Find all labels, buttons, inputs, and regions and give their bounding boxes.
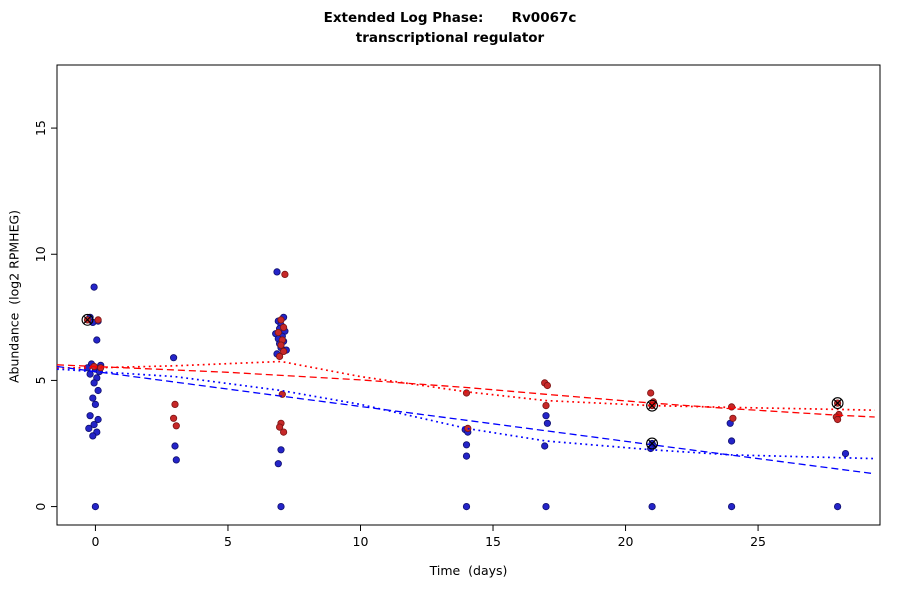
x-tick-label: 10 bbox=[353, 534, 369, 549]
blue-point bbox=[90, 283, 98, 291]
blue-point bbox=[91, 400, 100, 408]
blue-point bbox=[90, 420, 98, 429]
red-point bbox=[275, 352, 284, 360]
red-point bbox=[543, 381, 552, 390]
blue-point bbox=[841, 449, 850, 458]
red-point bbox=[172, 422, 180, 430]
red-point bbox=[279, 347, 288, 355]
blue-point bbox=[542, 412, 550, 420]
red-point bbox=[170, 414, 178, 422]
blue-point bbox=[462, 452, 471, 460]
blue-point bbox=[833, 502, 842, 511]
blue-point bbox=[727, 502, 736, 511]
x-tick-label: 25 bbox=[750, 534, 766, 549]
plot-border bbox=[56, 64, 881, 526]
blue-point bbox=[86, 412, 94, 420]
red-point bbox=[542, 401, 550, 410]
blue-point bbox=[543, 419, 552, 427]
blue-point bbox=[277, 502, 285, 511]
red-point bbox=[462, 389, 471, 397]
blue-point bbox=[170, 354, 178, 362]
red-point bbox=[94, 316, 102, 324]
blue-point bbox=[85, 424, 93, 432]
red-point bbox=[729, 414, 737, 422]
flagged-point-marker-x bbox=[647, 439, 657, 448]
blue-point bbox=[542, 502, 550, 511]
red-point bbox=[277, 316, 285, 324]
flagged-point-marker bbox=[646, 399, 659, 412]
flagged-point-marker-x bbox=[647, 401, 657, 410]
blue-point bbox=[462, 441, 471, 449]
red-point bbox=[833, 415, 842, 424]
blue-point bbox=[274, 460, 282, 468]
plot-title-line1: Extended Log Phase: Rv0067c bbox=[323, 10, 577, 26]
blue-point bbox=[90, 379, 98, 387]
x-tick-label: 5 bbox=[224, 534, 232, 549]
red-point bbox=[279, 428, 288, 436]
flagged-point-marker-x bbox=[83, 315, 92, 325]
red-point bbox=[281, 270, 289, 278]
flagged-point-marker-x bbox=[833, 398, 842, 408]
blue-point bbox=[727, 437, 736, 445]
y-tick-label: 0 bbox=[33, 503, 48, 511]
blue-point bbox=[171, 442, 179, 450]
blue-point bbox=[541, 442, 549, 450]
blue-point bbox=[93, 336, 101, 344]
x-tick-label: 0 bbox=[91, 534, 99, 549]
blue-point bbox=[89, 432, 97, 440]
red-point bbox=[647, 389, 655, 397]
red-point bbox=[274, 328, 282, 337]
red-point bbox=[275, 423, 284, 431]
y-axis-label: Abundance (log2 RPMHEG) bbox=[6, 209, 22, 384]
x-tick-label: 20 bbox=[618, 534, 634, 549]
y-tick-label: 10 bbox=[33, 246, 48, 262]
red-dashed-trend bbox=[56, 364, 875, 418]
x-axis-label: Time (days) bbox=[429, 563, 508, 578]
red-point bbox=[277, 341, 285, 349]
blue-point bbox=[89, 394, 97, 402]
red-point bbox=[279, 323, 288, 331]
x-tick-label: 15 bbox=[485, 534, 501, 549]
blue-point bbox=[648, 502, 656, 511]
plot-title-line2: transcriptional regulator bbox=[355, 30, 545, 46]
blue-point bbox=[94, 386, 102, 395]
flagged-point-marker bbox=[81, 313, 94, 326]
blue-point bbox=[172, 456, 180, 464]
blue-point bbox=[277, 446, 285, 454]
flagged-point-marker bbox=[646, 437, 659, 450]
blue-point bbox=[91, 502, 100, 511]
y-tick-label: 15 bbox=[33, 120, 48, 136]
red-dotted-trend bbox=[57, 360, 875, 412]
red-point bbox=[171, 400, 179, 408]
blue-point bbox=[462, 502, 471, 511]
y-tick-label: 5 bbox=[33, 376, 48, 384]
blue-dotted-trend bbox=[56, 368, 875, 460]
blue-point bbox=[273, 268, 281, 276]
blue-point bbox=[94, 415, 102, 424]
flagged-point-marker bbox=[831, 397, 844, 410]
